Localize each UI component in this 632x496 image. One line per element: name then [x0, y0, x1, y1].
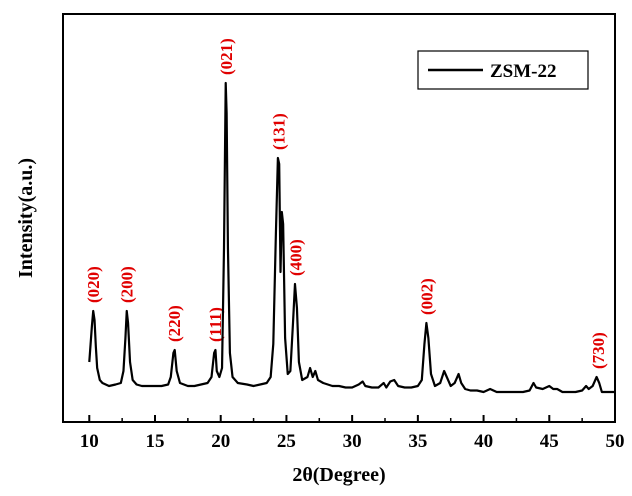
peak-label: (220): [165, 305, 184, 342]
plot-frame: [62, 13, 616, 423]
series-line-zsm-22: [88, 81, 615, 394]
x-tick-label: 20: [211, 431, 230, 452]
x-axis-label: 2θ(Degree): [292, 464, 385, 486]
x-ticks: 10 15 20 25 30 35 40 45 50: [80, 415, 625, 452]
legend-label: ZSM-22: [490, 61, 557, 82]
peak-label: (021): [217, 38, 236, 75]
peak-label: (111): [206, 307, 225, 342]
peak-label: (131): [270, 113, 289, 150]
legend: ZSM-22: [417, 50, 589, 90]
peak-label: (020): [84, 266, 103, 303]
y-axis-label: Intensity(a.u.): [15, 158, 37, 278]
peak-label: (730): [589, 332, 608, 369]
x-tick-label: 35: [408, 431, 427, 452]
x-tick-label: 15: [146, 431, 165, 452]
peak-annotations: (020) (200) (220) (111) (021) (131) (400) (002)…: [84, 38, 608, 369]
x-tick-label: 40: [474, 431, 493, 452]
x-tick-label: 45: [540, 431, 559, 452]
peak-label: (002): [417, 278, 436, 315]
x-tick-label: 10: [80, 431, 99, 452]
x-tick-label: 50: [606, 431, 625, 452]
x-tick-label: 30: [343, 431, 362, 452]
x-tick-label: 25: [277, 431, 296, 452]
peak-label: (200): [118, 266, 137, 303]
peak-label: (400): [287, 239, 306, 276]
